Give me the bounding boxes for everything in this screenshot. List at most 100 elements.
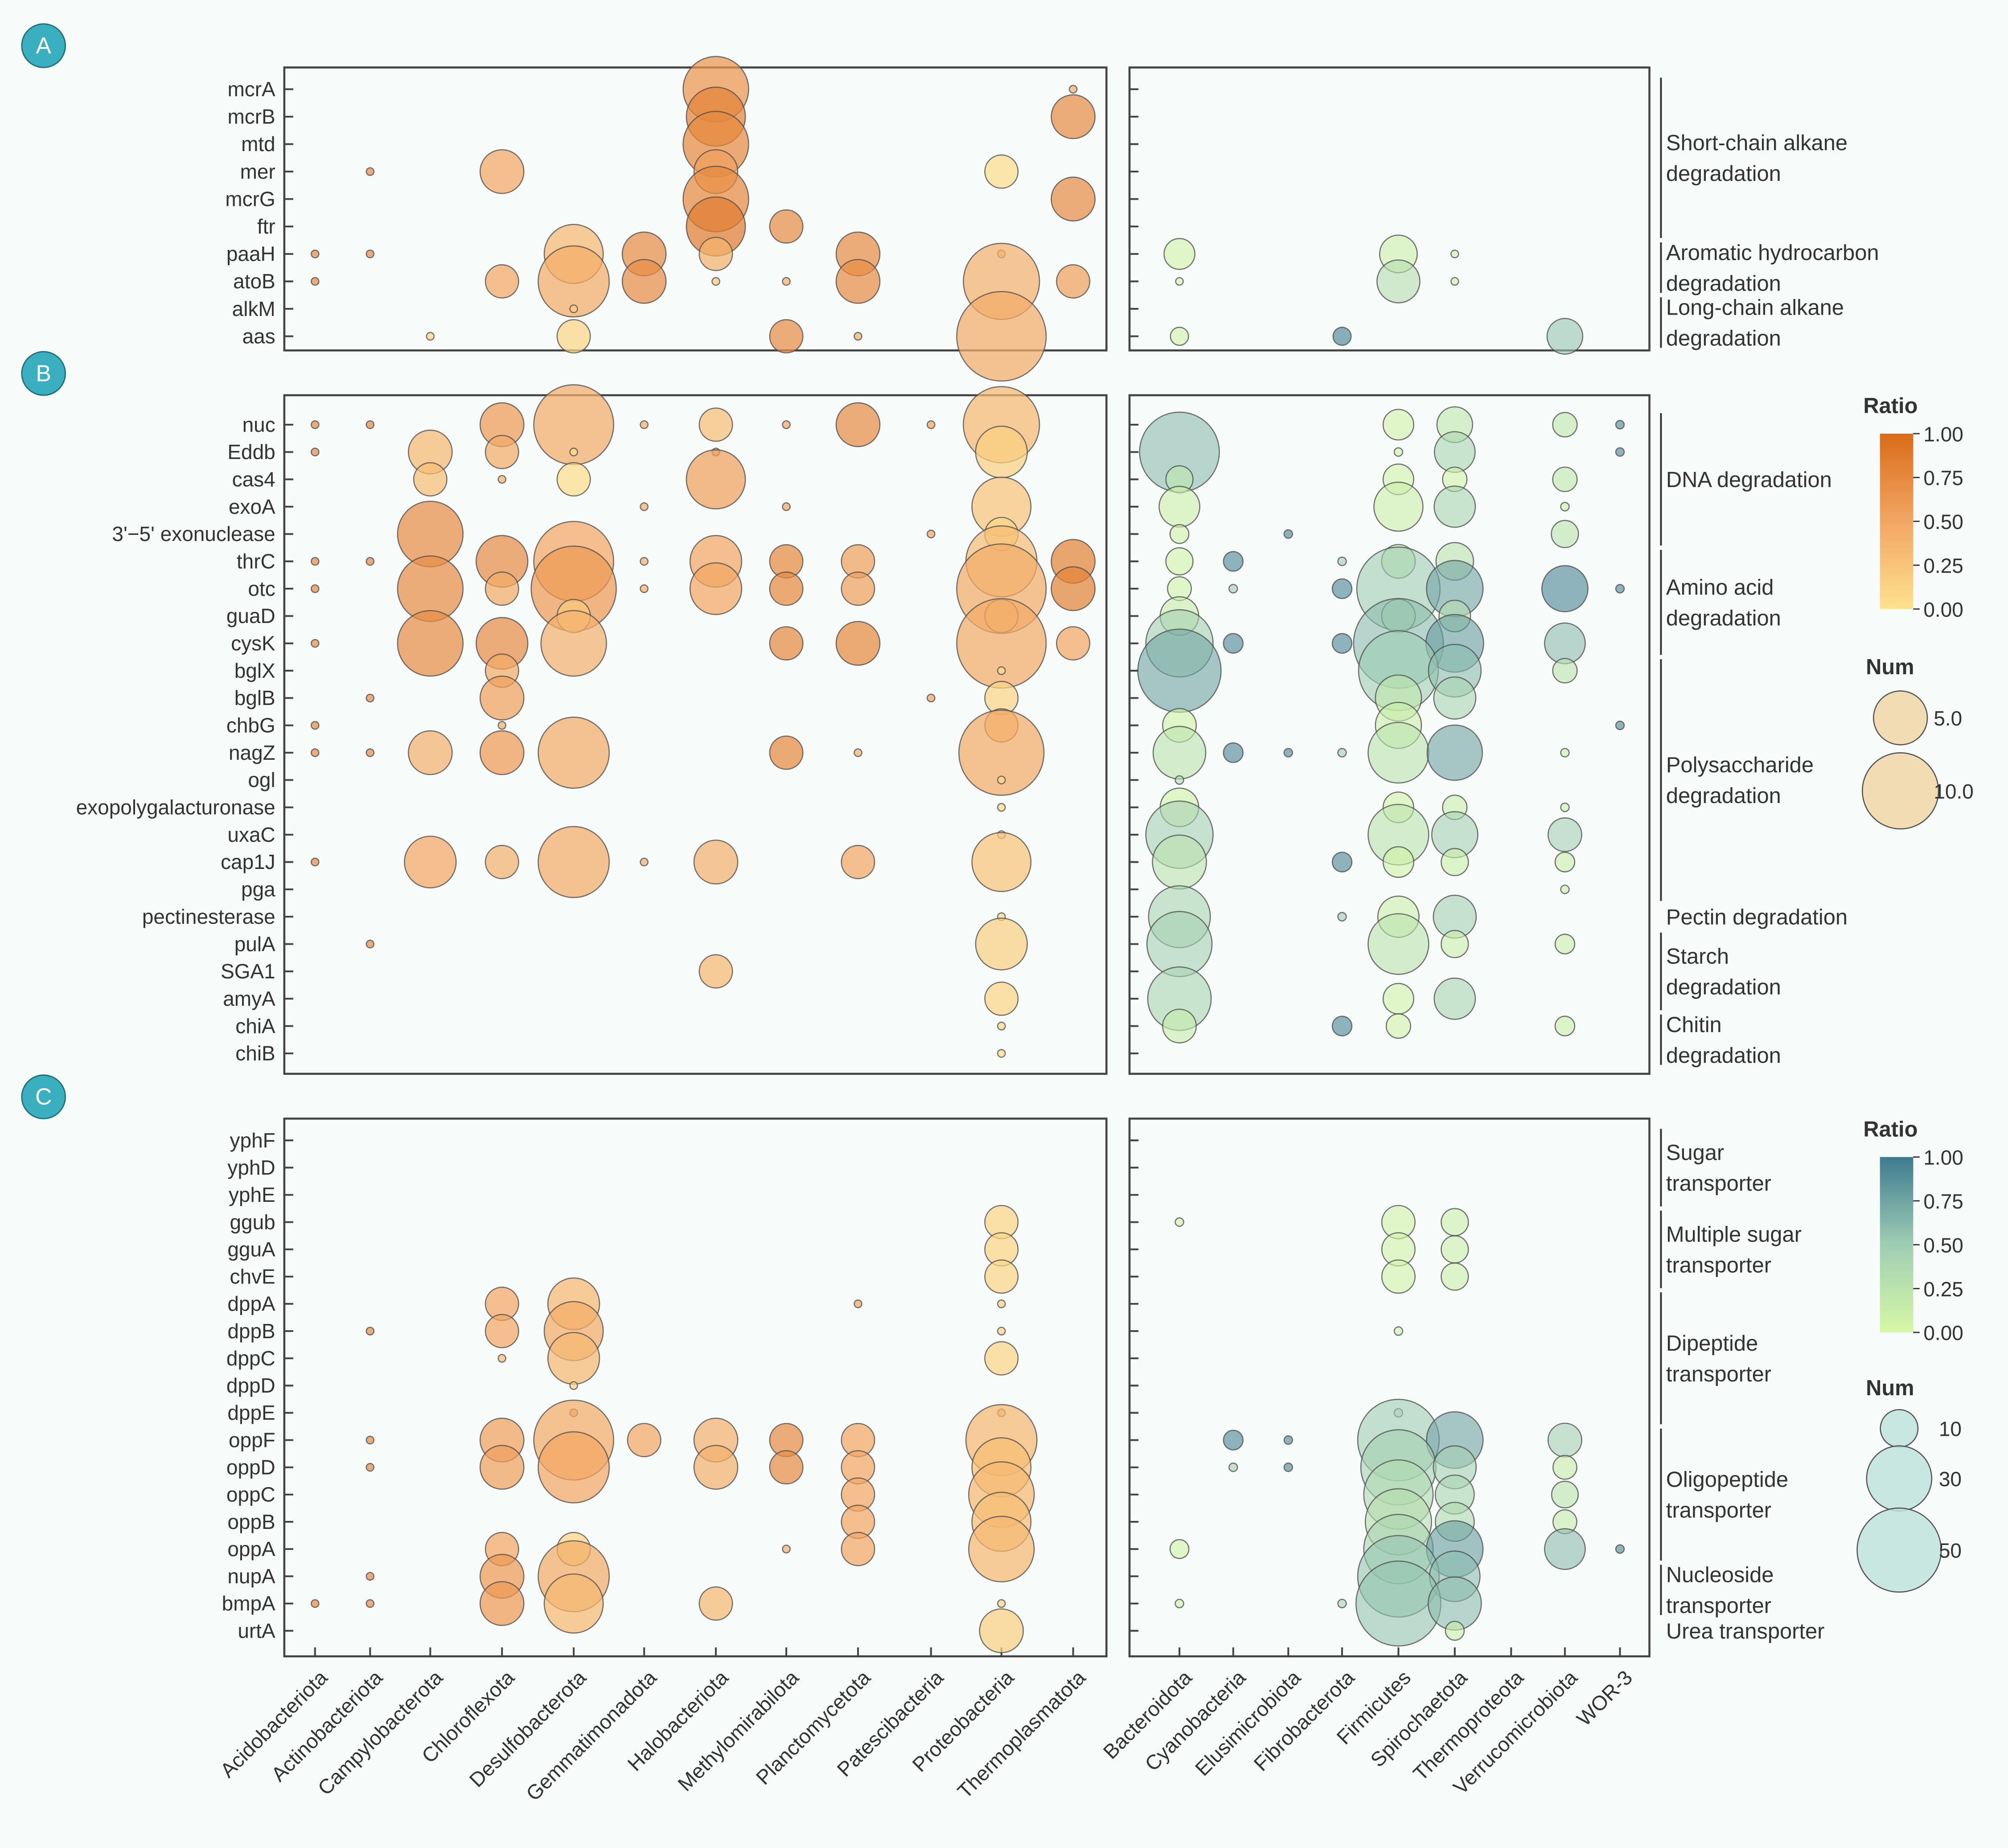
bubble-chiA-Firmicutes xyxy=(1385,1013,1412,1039)
bubble-otc-Methylomirabilota xyxy=(769,571,804,606)
gene-label: cap1J xyxy=(221,850,275,873)
category-label: Long-chain alkane xyxy=(1666,296,1844,320)
bubble-nuc-Patescibacteria xyxy=(926,420,936,429)
bubble-bmpA-Fibrobacterota xyxy=(1337,1598,1347,1609)
right-points xyxy=(1169,1205,1625,1647)
bubble-dppA-Planctomycetota xyxy=(854,1299,862,1308)
gene-label: bglX xyxy=(234,659,275,682)
bubble-thrC-Fibrobacterota xyxy=(1337,556,1347,566)
legend-size-circle xyxy=(1861,752,1939,830)
bubble-nuc-Firmicutes xyxy=(1382,409,1414,441)
bubble-gguA-Spirochaetota xyxy=(1441,1235,1469,1264)
category-label: transporter xyxy=(1666,1253,1771,1277)
bubble-cysK-Methylomirabilota xyxy=(769,626,804,661)
gene-label: cysK xyxy=(231,632,275,655)
bubble-SGA1-Halobacteriota xyxy=(698,954,733,989)
category-label: degradation xyxy=(1666,271,1781,295)
bubble-mcrB-Thermoplasmatota xyxy=(1051,94,1096,139)
gene-label: dppC xyxy=(226,1347,275,1370)
gene-label: mcrA xyxy=(227,78,275,101)
bubble-ogl-Bacteroidota xyxy=(1174,775,1184,785)
legend-size-circle xyxy=(1872,690,1928,746)
panel-badge: C xyxy=(21,1074,66,1119)
gene-label: mtd xyxy=(241,132,275,156)
gene-label: oppA xyxy=(227,1537,275,1561)
gene-label: 3'−5' exonuclease xyxy=(112,522,275,545)
panel-badge-label: C xyxy=(35,1084,52,1110)
colorbar-tick-label: 0.75 xyxy=(1923,467,1963,490)
bubble-atoB-Desulfobacterota xyxy=(538,245,610,318)
bubble-cap1J-Bacteroidota xyxy=(1152,834,1207,890)
bubble-pulA-Firmicutes xyxy=(1367,913,1429,975)
gene-label: thrC xyxy=(237,550,275,573)
bubble-paaH-Acidobacteriota xyxy=(310,250,320,258)
bubble-bglB-Patescibacteria xyxy=(926,693,936,703)
gene-label: guaD xyxy=(226,604,275,627)
bubble-thrC-Bacteroidota xyxy=(1165,547,1194,576)
gene-label: dppA xyxy=(227,1292,275,1315)
bubble-aas-Bacteroidota xyxy=(1170,327,1189,346)
bubble-exoA-Bacteroidota xyxy=(1158,486,1201,528)
bubble-aas-Planctomycetota xyxy=(854,332,862,341)
bubble-bglX-Bacteroidota xyxy=(1137,628,1222,713)
bubble-otc-Verrucomicrobiota xyxy=(1541,565,1589,612)
category-group: Urea transporter xyxy=(1666,1619,1825,1643)
bubble-paaH-Actinobacteriota xyxy=(365,250,375,258)
bubble-atoB-Chloroflexota xyxy=(485,264,519,299)
bubble-dppB-Chloroflexota xyxy=(485,1314,519,1348)
legend-size-label: 30 xyxy=(1939,1467,1962,1491)
bubble-cap1J-Chloroflexota xyxy=(485,844,519,879)
category-group: Aromatic hydrocarbon degradation xyxy=(1660,241,1879,295)
gene-label: oppC xyxy=(226,1483,275,1506)
bubble-oppD-Chloroflexota xyxy=(479,1445,525,1490)
category-label: Aromatic hydrocarbon xyxy=(1666,241,1879,265)
category-label: degradation xyxy=(1666,1044,1781,1068)
bubble-bmpA-Desulfobacterota xyxy=(543,1573,604,1634)
bubble-bglX-Verrucomicrobiota xyxy=(1552,658,1578,684)
legend-size-label: 10 xyxy=(1939,1418,1962,1441)
bubble-atoB-Bacteroidota xyxy=(1175,277,1184,286)
bubble-chvE-Firmicutes xyxy=(1381,1259,1416,1294)
panel-badge-circle xyxy=(21,23,66,68)
bubble-dppA-Proteobacteria xyxy=(997,1299,1006,1308)
bubble-Eddb-Firmicutes xyxy=(1393,447,1404,457)
bubble-oppF-Cyanobacteria xyxy=(1223,1430,1244,1451)
category-label: Oligopeptide xyxy=(1666,1468,1788,1492)
bubble-oppA-WOR-3 xyxy=(1615,1544,1625,1554)
colorbar-tick-label: 1.00 xyxy=(1923,1146,1963,1169)
colorbar-tick-label: 0.50 xyxy=(1923,510,1963,533)
bubble-cap1J-Gemmatimonadota xyxy=(640,857,649,867)
bubble-otc-Cyanobacteria xyxy=(1228,584,1238,594)
bubble-bmpA-Bacteroidota xyxy=(1174,1598,1184,1609)
bubble-otc-Thermoplasmatota xyxy=(1051,566,1096,611)
category-group: Sugar transporter xyxy=(1660,1129,1771,1207)
gene-label: exopolygalacturonase xyxy=(76,796,275,819)
bubble-oppF-Verrucomicrobiota xyxy=(1547,1422,1582,1458)
category-group: Nucleoside transporter xyxy=(1660,1563,1774,1618)
gene-label: chiA xyxy=(235,1014,275,1037)
bubble-pulA-Verrucomicrobiota xyxy=(1554,934,1576,955)
bubble-otc-WOR-3 xyxy=(1615,584,1625,594)
category-label: Sugar xyxy=(1666,1141,1724,1165)
bubble-cap1J-Verrucomicrobiota xyxy=(1554,852,1576,873)
bubble-chiA-Fibrobacterota xyxy=(1331,1016,1353,1037)
bubble-nagZ-Desulfobacterota xyxy=(538,717,610,789)
bubble-nuc-Acidobacteriota xyxy=(310,420,320,429)
bubble-paaH-Halobacteriota xyxy=(698,237,733,271)
bubble-chbG-WOR-3 xyxy=(1615,721,1625,730)
gene-label: alkM xyxy=(232,297,275,320)
bubble-cap1J-Campylobacterota xyxy=(404,836,457,889)
bubble-otc-Halobacteriota xyxy=(689,562,743,615)
bubble-dppC-Chloroflexota xyxy=(497,1354,507,1363)
category-label: Amino acid xyxy=(1666,575,1774,599)
panel-badge-circle xyxy=(21,1074,66,1119)
bubble-cas4-Verrucomicrobiota xyxy=(1552,467,1578,492)
gene-label: Eddb xyxy=(227,440,275,463)
bubble-dppB-Proteobacteria xyxy=(997,1327,1006,1336)
bubble-atoB-Acidobacteriota xyxy=(310,277,320,286)
bubble-dppC-Desulfobacterota xyxy=(547,1332,600,1385)
bubble-bglB-Chloroflexota xyxy=(479,676,525,721)
gene-label: nagZ xyxy=(229,741,275,764)
